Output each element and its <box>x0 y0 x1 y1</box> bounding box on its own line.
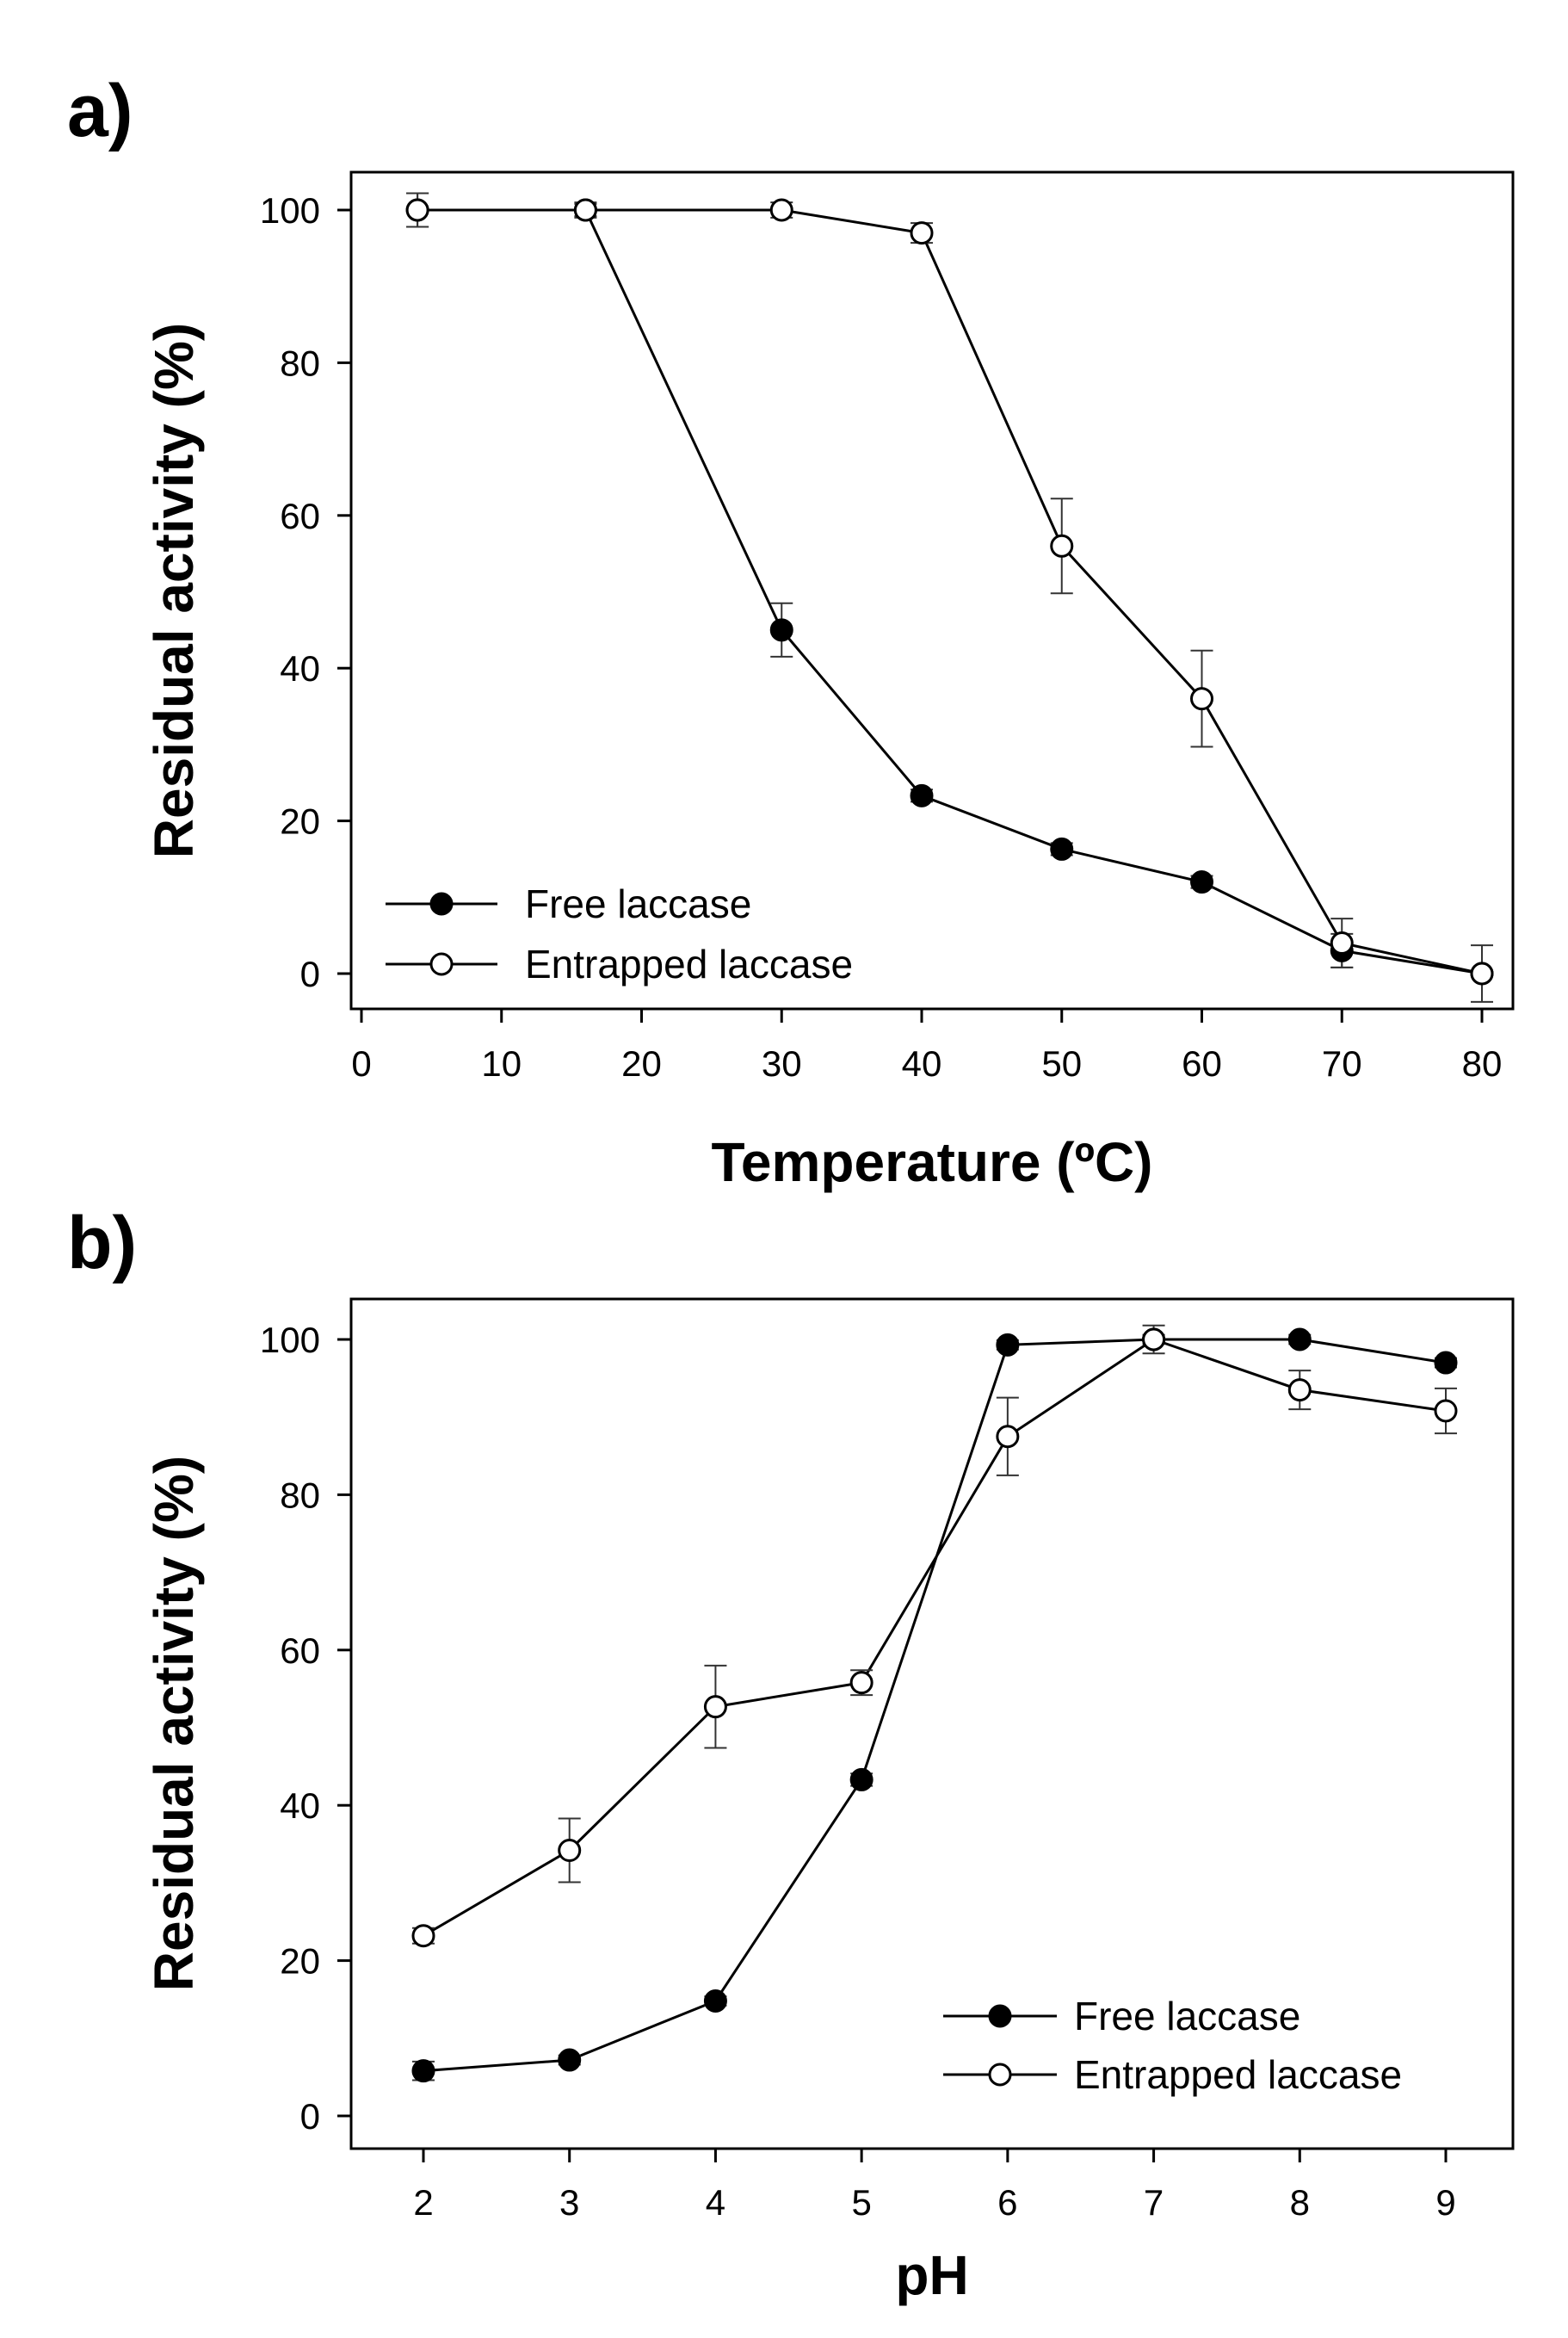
y-axis-title-a: Residual activity (%) <box>143 323 205 858</box>
legend-label-entrapped-a: Entrapped laccase <box>525 942 853 987</box>
x-tick-label-a: 10 <box>481 1043 522 1084</box>
y-tick-label-a: 80 <box>280 343 320 383</box>
x-tick-label-b: 2 <box>413 2182 433 2223</box>
data-point-entrapped-b <box>996 1425 1020 1449</box>
x-axis-title-a: Temperature (ºC) <box>712 1131 1153 1193</box>
legend-marker-entrapped-b <box>988 2063 1012 2087</box>
x-tick-label-b: 6 <box>997 2182 1017 2223</box>
data-point-entrapped-b <box>411 1924 435 1948</box>
x-tick-label-a: 70 <box>1322 1043 1362 1084</box>
data-point-entrapped-a <box>769 198 793 222</box>
data-point-entrapped-a <box>573 198 597 222</box>
x-tick-label-b: 5 <box>851 2182 871 2223</box>
y-tick-label-b: 60 <box>280 1630 320 1671</box>
y-tick-label-a: 0 <box>300 954 320 994</box>
plot-frame-b <box>349 1297 1515 2150</box>
x-tick-label-a: 0 <box>351 1043 371 1084</box>
series-line-free-b <box>423 1338 1447 2073</box>
plot-frame-a <box>349 170 1515 1011</box>
y-axis-title-b: Residual activity (%) <box>143 1456 205 1991</box>
y-tick-label-b: 20 <box>280 1941 320 1982</box>
x-tick-label-b: 3 <box>559 2182 579 2223</box>
y-tick-label-a: 20 <box>280 801 320 842</box>
data-point-free-a <box>769 618 793 642</box>
data-point-entrapped-a <box>1050 534 1074 558</box>
x-tick-label-a: 60 <box>1182 1043 1222 1084</box>
x-tick-label-a: 40 <box>902 1043 942 1084</box>
y-tick-label-a: 40 <box>280 648 320 689</box>
y-tick-label-b: 0 <box>300 2096 320 2137</box>
y-tick-label-a: 60 <box>280 496 320 536</box>
data-point-entrapped-a <box>1330 931 1354 956</box>
chart-panel-b: b) 0 20 40 60 80 100 2 3 4 5 6 7 8 9 pH Residual act… <box>67 1202 1515 2306</box>
data-point-entrapped-a <box>910 221 934 245</box>
data-point-free-a <box>1190 870 1213 894</box>
x-axis-title-b: pH <box>895 2244 968 2306</box>
x-tick-label-a: 20 <box>621 1043 662 1084</box>
data-point-free-a <box>1050 837 1074 861</box>
data-point-free-b <box>1434 1351 1458 1375</box>
x-tick-label-b: 7 <box>1144 2182 1164 2223</box>
y-tick-label-b: 100 <box>260 1320 320 1360</box>
series-line-entrapped-a <box>417 208 1483 975</box>
data-point-entrapped-b <box>849 1671 874 1695</box>
data-point-free-a <box>910 783 934 807</box>
panel-label-a: a) <box>67 70 133 152</box>
data-point-free-b <box>558 2048 582 2072</box>
data-point-free-b <box>849 1767 874 1791</box>
data-point-free-b <box>411 2059 435 2083</box>
series-line-free-a <box>417 208 1483 975</box>
data-point-free-b <box>996 1333 1020 1357</box>
data-point-entrapped-b <box>703 1695 727 1719</box>
legend-marker-free-b <box>988 2004 1012 2028</box>
series-line-entrapped-b <box>423 1338 1447 1937</box>
x-tick-label-b: 9 <box>1435 2182 1455 2223</box>
panel-label-b: b) <box>67 1202 137 1284</box>
data-point-entrapped-b <box>558 1839 582 1863</box>
data-point-entrapped-a <box>1190 687 1213 711</box>
data-point-entrapped-a <box>405 198 429 222</box>
data-point-free-b <box>703 1989 727 2013</box>
legend-label-free-b: Free laccase <box>1074 1994 1300 2038</box>
data-point-entrapped-b <box>1142 1327 1166 1351</box>
legend-label-entrapped-b: Entrapped laccase <box>1074 2052 1402 2097</box>
y-tick-label-b: 40 <box>280 1785 320 1826</box>
legend-marker-entrapped-a <box>429 952 454 976</box>
data-point-entrapped-b <box>1287 1378 1312 1402</box>
x-tick-label-b: 8 <box>1290 2182 1310 2223</box>
x-tick-label-b: 4 <box>706 2182 725 2223</box>
x-tick-label-a: 80 <box>1462 1043 1503 1084</box>
x-tick-label-a: 50 <box>1041 1043 1082 1084</box>
legend-marker-free-a <box>429 892 454 916</box>
y-tick-label-b: 80 <box>280 1475 320 1515</box>
data-point-free-b <box>1287 1327 1312 1351</box>
x-tick-label-a: 30 <box>762 1043 802 1084</box>
y-tick-label-a: 100 <box>260 190 320 231</box>
chart-panel-a: a) 0 20 40 60 80 100 0 10 20 30 40 50 60 70 80 Temper… <box>67 70 1515 1193</box>
legend-label-free-a: Free laccase <box>525 881 751 926</box>
data-point-entrapped-a <box>1470 962 1494 986</box>
data-point-entrapped-b <box>1434 1399 1458 1423</box>
